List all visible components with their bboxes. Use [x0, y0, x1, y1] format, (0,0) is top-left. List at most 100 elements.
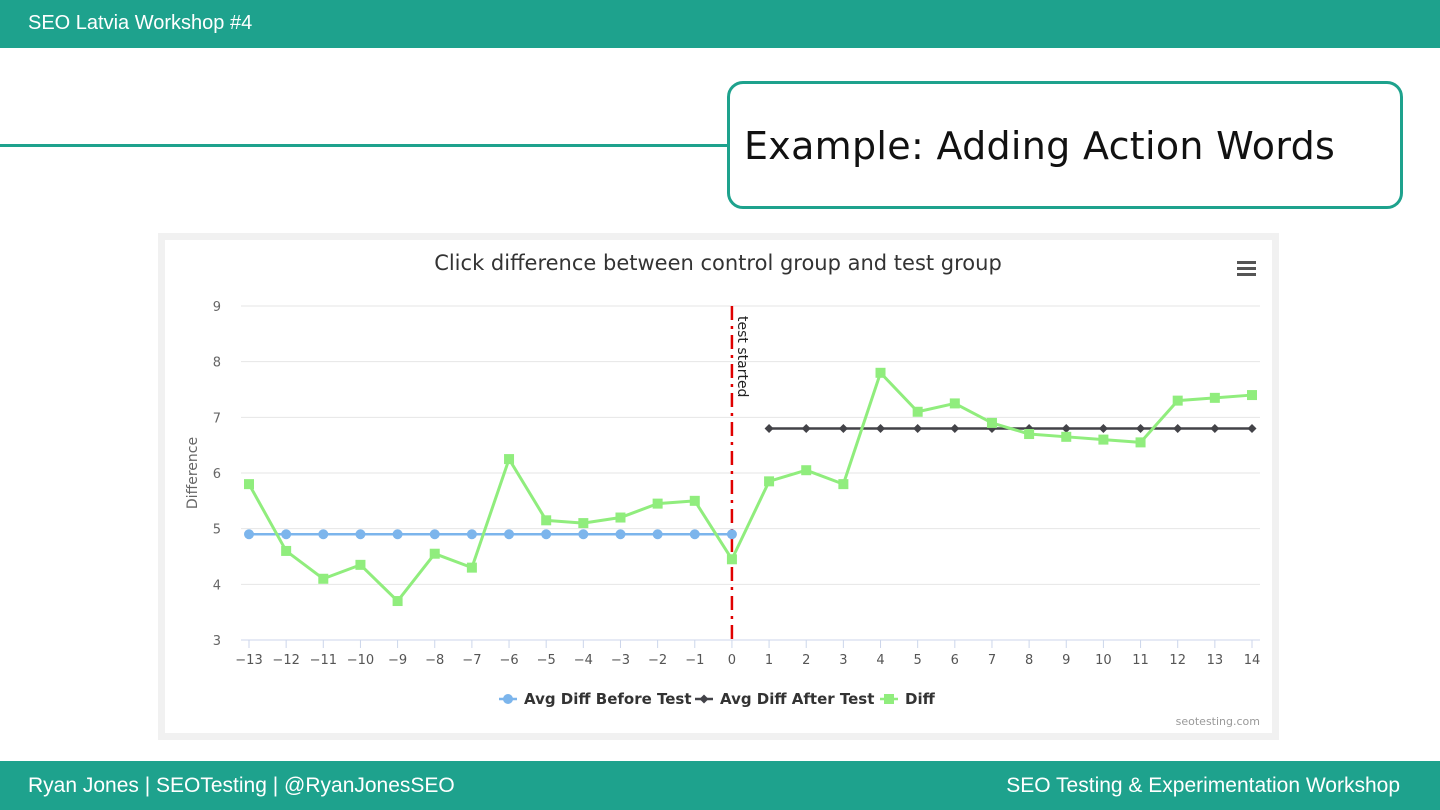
- legend-marker: [699, 694, 709, 704]
- x-tick-label: −3: [611, 653, 630, 668]
- x-tick-label: 1: [765, 653, 773, 668]
- data-point-avg-diff-after-test: [876, 423, 886, 433]
- title-rule-line: [0, 144, 730, 147]
- data-point-avg-diff-before-test: [615, 529, 626, 540]
- data-point-avg-diff-before-test: [392, 529, 403, 540]
- data-point-avg-diff-after-test: [1098, 423, 1108, 433]
- data-point-avg-diff-before-test: [281, 529, 292, 540]
- data-point-avg-diff-before-test: [726, 529, 737, 540]
- legend-label: Diff: [905, 690, 936, 708]
- data-point-diff: [1061, 431, 1072, 442]
- data-point-diff: [689, 495, 700, 506]
- data-point-diff: [986, 417, 997, 428]
- data-point-avg-diff-after-test: [838, 423, 848, 433]
- data-point-diff: [615, 512, 626, 523]
- x-tick-label: −13: [235, 653, 262, 668]
- hamburger-menu-bar: [1237, 273, 1256, 276]
- y-tick-label: 4: [213, 578, 221, 593]
- x-tick-label: −11: [310, 653, 337, 668]
- data-point-diff: [652, 498, 663, 509]
- legend-label: Avg Diff After Test: [720, 690, 874, 708]
- x-tick-label: 10: [1095, 653, 1112, 668]
- x-tick-label: 5: [914, 653, 922, 668]
- footer-author: Ryan Jones | SEOTesting | @RyanJonesSEO: [28, 774, 455, 797]
- data-point-avg-diff-before-test: [244, 529, 254, 540]
- series-line-diff: [247, 371, 1253, 603]
- y-tick-label: 3: [213, 634, 221, 649]
- data-point-diff: [541, 515, 552, 526]
- y-axis-label: Difference: [185, 437, 201, 509]
- data-point-avg-diff-before-test: [466, 529, 477, 540]
- hamburger-menu-bar: [1237, 267, 1256, 270]
- workshop-title: SEO Latvia Workshop #4: [28, 12, 253, 34]
- data-point-diff: [801, 465, 812, 476]
- x-tick-label: 2: [802, 653, 810, 668]
- data-point-diff: [429, 548, 440, 559]
- y-tick-label: 6: [213, 467, 221, 482]
- hamburger-menu-bar: [1237, 261, 1256, 264]
- x-tick-label: −1: [685, 653, 704, 668]
- data-point-diff: [1209, 392, 1220, 403]
- x-tick-label: −6: [499, 653, 518, 668]
- line-chart: Click difference between control group a…: [185, 251, 1261, 728]
- data-point-avg-diff-before-test: [689, 529, 700, 540]
- slide-title-box: Example: Adding Action Words: [727, 81, 1403, 209]
- data-point-diff: [838, 479, 849, 490]
- legend-label: Avg Diff Before Test: [524, 690, 692, 708]
- data-point-diff: [912, 406, 923, 417]
- data-point-diff: [1172, 395, 1183, 406]
- slide-title: Example: Adding Action Words: [744, 124, 1336, 168]
- bottom-bar: Ryan Jones | SEOTesting | @RyanJonesSEO …: [0, 761, 1440, 810]
- data-point-avg-diff-before-test: [541, 529, 552, 540]
- chart-credit: seotesting.com: [1176, 715, 1260, 728]
- y-tick-label: 9: [213, 300, 221, 315]
- data-point-avg-diff-before-test: [652, 529, 663, 540]
- x-tick-label: 14: [1244, 653, 1261, 668]
- data-point-diff: [281, 545, 292, 556]
- data-point-diff: [949, 398, 960, 409]
- data-point-avg-diff-after-test: [1136, 423, 1146, 433]
- data-point-avg-diff-after-test: [950, 423, 960, 433]
- data-point-avg-diff-after-test: [801, 423, 811, 433]
- data-point-avg-diff-after-test: [1173, 423, 1183, 433]
- x-tick-label: −9: [388, 653, 407, 668]
- data-point-diff: [466, 562, 477, 573]
- chart-container: Click difference between control group a…: [165, 240, 1272, 733]
- data-point-avg-diff-before-test: [504, 529, 515, 540]
- x-tick-label: 8: [1025, 653, 1033, 668]
- data-point-diff: [1024, 429, 1035, 440]
- data-point-avg-diff-before-test: [355, 529, 366, 540]
- legend-marker: [884, 694, 894, 704]
- y-tick-label: 5: [213, 523, 221, 538]
- y-tick-label: 7: [213, 411, 221, 426]
- legend-marker: [503, 694, 513, 704]
- data-point-avg-diff-before-test: [578, 529, 589, 540]
- data-point-avg-diff-after-test: [913, 423, 923, 433]
- data-point-diff: [726, 554, 737, 565]
- x-tick-label: 0: [728, 653, 736, 668]
- data-point-diff: [1135, 437, 1146, 448]
- data-point-diff: [578, 518, 589, 529]
- y-tick-label: 8: [213, 356, 221, 371]
- data-point-diff: [392, 596, 403, 607]
- data-point-avg-diff-after-test: [1024, 423, 1034, 433]
- data-point-avg-diff-after-test: [764, 423, 774, 433]
- data-point-diff: [244, 479, 254, 490]
- data-point-avg-diff-after-test: [1061, 423, 1071, 433]
- x-tick-label: 6: [951, 653, 959, 668]
- x-tick-label: 11: [1132, 653, 1149, 668]
- data-point-diff: [355, 559, 366, 570]
- footer-workshop: SEO Testing & Experimentation Workshop: [1006, 774, 1400, 797]
- data-point-avg-diff-before-test: [318, 529, 329, 540]
- x-tick-label: −12: [272, 653, 299, 668]
- chart-title: Click difference between control group a…: [434, 251, 1002, 275]
- test-started-label: test started: [734, 316, 750, 397]
- x-tick-label: −8: [425, 653, 444, 668]
- data-point-diff: [764, 476, 775, 487]
- chart-frame: Click difference between control group a…: [158, 233, 1279, 740]
- data-point-diff: [504, 454, 515, 465]
- hamburger-menu-icon[interactable]: [1237, 261, 1256, 276]
- x-tick-label: −7: [462, 653, 481, 668]
- data-point-diff: [1098, 434, 1109, 445]
- x-tick-label: 7: [988, 653, 996, 668]
